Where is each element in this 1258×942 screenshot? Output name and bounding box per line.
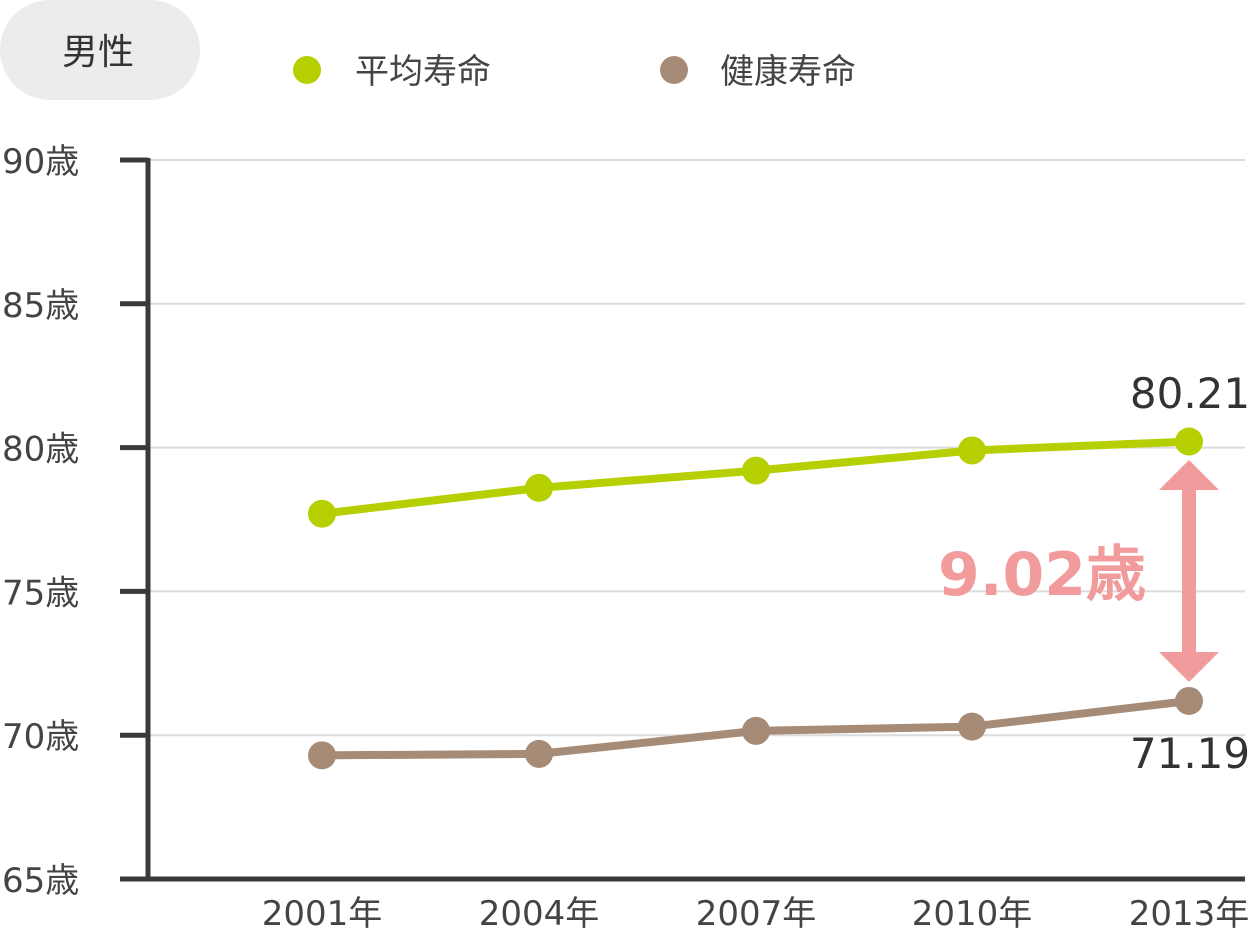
x-tick-label: 2013年 — [1129, 894, 1250, 934]
data-label-healthy-2013: 71.19 — [1130, 729, 1250, 778]
legend: 平均寿命 健康寿命 — [293, 52, 856, 92]
y-tick-label: 65歳 — [2, 861, 79, 901]
data-point — [1175, 427, 1203, 456]
data-label-average-2013: 80.21 — [1130, 369, 1250, 418]
panel-label-pill — [0, 0, 200, 100]
y-tick-label: 90歳 — [2, 142, 79, 182]
double-arrow-icon — [1159, 460, 1219, 682]
data-point — [958, 436, 986, 465]
data-point — [308, 741, 336, 770]
y-tick-label: 85歳 — [2, 286, 79, 326]
legend-marker-average — [293, 56, 321, 84]
data-point — [958, 712, 986, 741]
legend-label-average: 平均寿命 — [355, 52, 491, 92]
x-axis-labels: 2001年 2004年 2007年 2010年 2013年 — [262, 894, 1250, 934]
y-tick-label: 80歳 — [2, 430, 79, 470]
gap-arrow — [1159, 460, 1219, 682]
y-tick-label: 75歳 — [2, 573, 79, 613]
panel-label: 男性 — [62, 32, 134, 73]
x-tick-label: 2010年 — [912, 894, 1033, 934]
y-tick-label: 70歳 — [2, 717, 79, 757]
x-tick-label: 2001年 — [262, 894, 383, 934]
x-tick-label: 2004年 — [479, 894, 600, 934]
gap-annotation: 9.02歳 — [938, 540, 1146, 610]
x-tick-label: 2007年 — [696, 894, 817, 934]
legend-label-healthy: 健康寿命 — [720, 52, 856, 92]
data-point — [742, 716, 770, 745]
y-axis-ticks: 90歳 85歳 80歳 75歳 70歳 65歳 — [2, 142, 148, 901]
data-point — [742, 456, 770, 485]
legend-marker-healthy — [660, 56, 688, 84]
data-point — [308, 499, 336, 528]
data-point — [1175, 686, 1203, 715]
data-point — [525, 739, 553, 768]
series-group — [308, 427, 1203, 770]
data-point — [525, 473, 553, 502]
